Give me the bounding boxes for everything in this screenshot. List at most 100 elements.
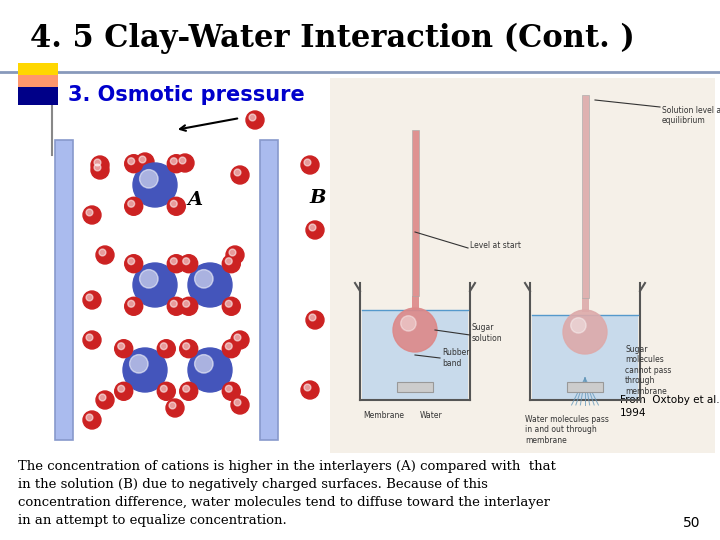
Circle shape xyxy=(571,318,586,333)
Circle shape xyxy=(127,200,135,207)
Circle shape xyxy=(157,340,175,357)
Circle shape xyxy=(118,343,125,349)
Circle shape xyxy=(161,386,167,392)
Text: The concentration of cations is higher in the interlayers (A) compared with  tha: The concentration of cations is higher i… xyxy=(18,460,556,527)
Text: B: B xyxy=(310,189,326,207)
Circle shape xyxy=(301,381,319,399)
Circle shape xyxy=(125,155,143,173)
Circle shape xyxy=(180,298,198,315)
Circle shape xyxy=(140,269,158,288)
Circle shape xyxy=(180,382,198,400)
Bar xyxy=(330,78,715,453)
Text: Sugar
molecules
cannot pass
through
membrane: Sugar molecules cannot pass through memb… xyxy=(625,345,671,396)
Circle shape xyxy=(96,391,114,409)
Text: 50: 50 xyxy=(683,516,700,530)
Circle shape xyxy=(94,164,101,171)
Circle shape xyxy=(393,308,437,352)
Circle shape xyxy=(183,300,189,307)
Circle shape xyxy=(188,348,232,392)
Circle shape xyxy=(167,197,185,215)
Circle shape xyxy=(234,169,241,176)
Bar xyxy=(412,296,419,310)
Circle shape xyxy=(194,355,213,373)
Circle shape xyxy=(86,334,93,341)
Circle shape xyxy=(246,111,264,129)
Circle shape xyxy=(118,386,125,392)
Circle shape xyxy=(225,300,232,307)
Bar xyxy=(260,140,278,440)
Circle shape xyxy=(171,258,177,265)
Bar xyxy=(362,310,468,400)
Circle shape xyxy=(133,163,177,207)
Circle shape xyxy=(229,249,236,256)
Circle shape xyxy=(83,331,101,349)
Circle shape xyxy=(83,411,101,429)
Circle shape xyxy=(171,300,177,307)
Bar xyxy=(412,130,419,296)
Circle shape xyxy=(86,294,93,301)
Circle shape xyxy=(161,343,167,349)
Circle shape xyxy=(127,300,135,307)
Circle shape xyxy=(171,200,177,207)
Circle shape xyxy=(309,224,316,231)
Circle shape xyxy=(139,156,146,163)
Circle shape xyxy=(96,246,114,264)
Circle shape xyxy=(301,156,319,174)
Bar xyxy=(18,87,58,105)
Circle shape xyxy=(125,298,143,315)
Circle shape xyxy=(114,382,132,400)
Circle shape xyxy=(231,331,249,349)
Circle shape xyxy=(171,158,177,165)
Circle shape xyxy=(306,221,324,239)
Bar xyxy=(582,298,589,312)
Bar xyxy=(55,140,73,440)
Text: Sugar
solution: Sugar solution xyxy=(472,323,503,343)
Text: From  Oxtoby et al.,
1994: From Oxtoby et al., 1994 xyxy=(620,395,720,418)
Circle shape xyxy=(180,255,198,273)
Circle shape xyxy=(127,258,135,265)
Text: Membrane: Membrane xyxy=(363,410,404,420)
Circle shape xyxy=(222,382,240,400)
Circle shape xyxy=(306,311,324,329)
Circle shape xyxy=(123,348,167,392)
Circle shape xyxy=(167,155,185,173)
Text: Water: Water xyxy=(420,410,443,420)
Circle shape xyxy=(401,316,416,331)
Circle shape xyxy=(83,291,101,309)
Circle shape xyxy=(188,263,232,307)
Circle shape xyxy=(167,298,185,315)
Circle shape xyxy=(234,334,241,341)
Circle shape xyxy=(194,269,213,288)
Circle shape xyxy=(99,249,106,256)
Circle shape xyxy=(130,355,148,373)
Circle shape xyxy=(157,382,175,400)
Circle shape xyxy=(136,153,154,171)
Circle shape xyxy=(304,384,311,391)
Circle shape xyxy=(169,402,176,409)
Circle shape xyxy=(114,340,132,357)
Circle shape xyxy=(133,263,177,307)
Circle shape xyxy=(179,157,186,164)
Bar xyxy=(567,382,603,392)
Circle shape xyxy=(127,158,135,165)
Circle shape xyxy=(183,343,189,349)
Text: A: A xyxy=(187,191,202,209)
Circle shape xyxy=(91,156,109,174)
Circle shape xyxy=(86,414,93,421)
Text: Solution level at
equilibrium: Solution level at equilibrium xyxy=(662,106,720,125)
Circle shape xyxy=(304,159,311,166)
Text: 3. Osmotic pressure: 3. Osmotic pressure xyxy=(68,85,305,105)
Circle shape xyxy=(125,197,143,215)
Circle shape xyxy=(183,258,189,265)
Bar xyxy=(18,63,58,95)
Circle shape xyxy=(94,159,101,166)
Circle shape xyxy=(140,170,158,188)
Circle shape xyxy=(183,386,189,392)
Circle shape xyxy=(249,114,256,121)
Circle shape xyxy=(99,394,106,401)
Circle shape xyxy=(231,166,249,184)
Circle shape xyxy=(222,340,240,357)
Circle shape xyxy=(86,209,93,216)
Circle shape xyxy=(309,314,316,321)
Circle shape xyxy=(180,340,198,357)
